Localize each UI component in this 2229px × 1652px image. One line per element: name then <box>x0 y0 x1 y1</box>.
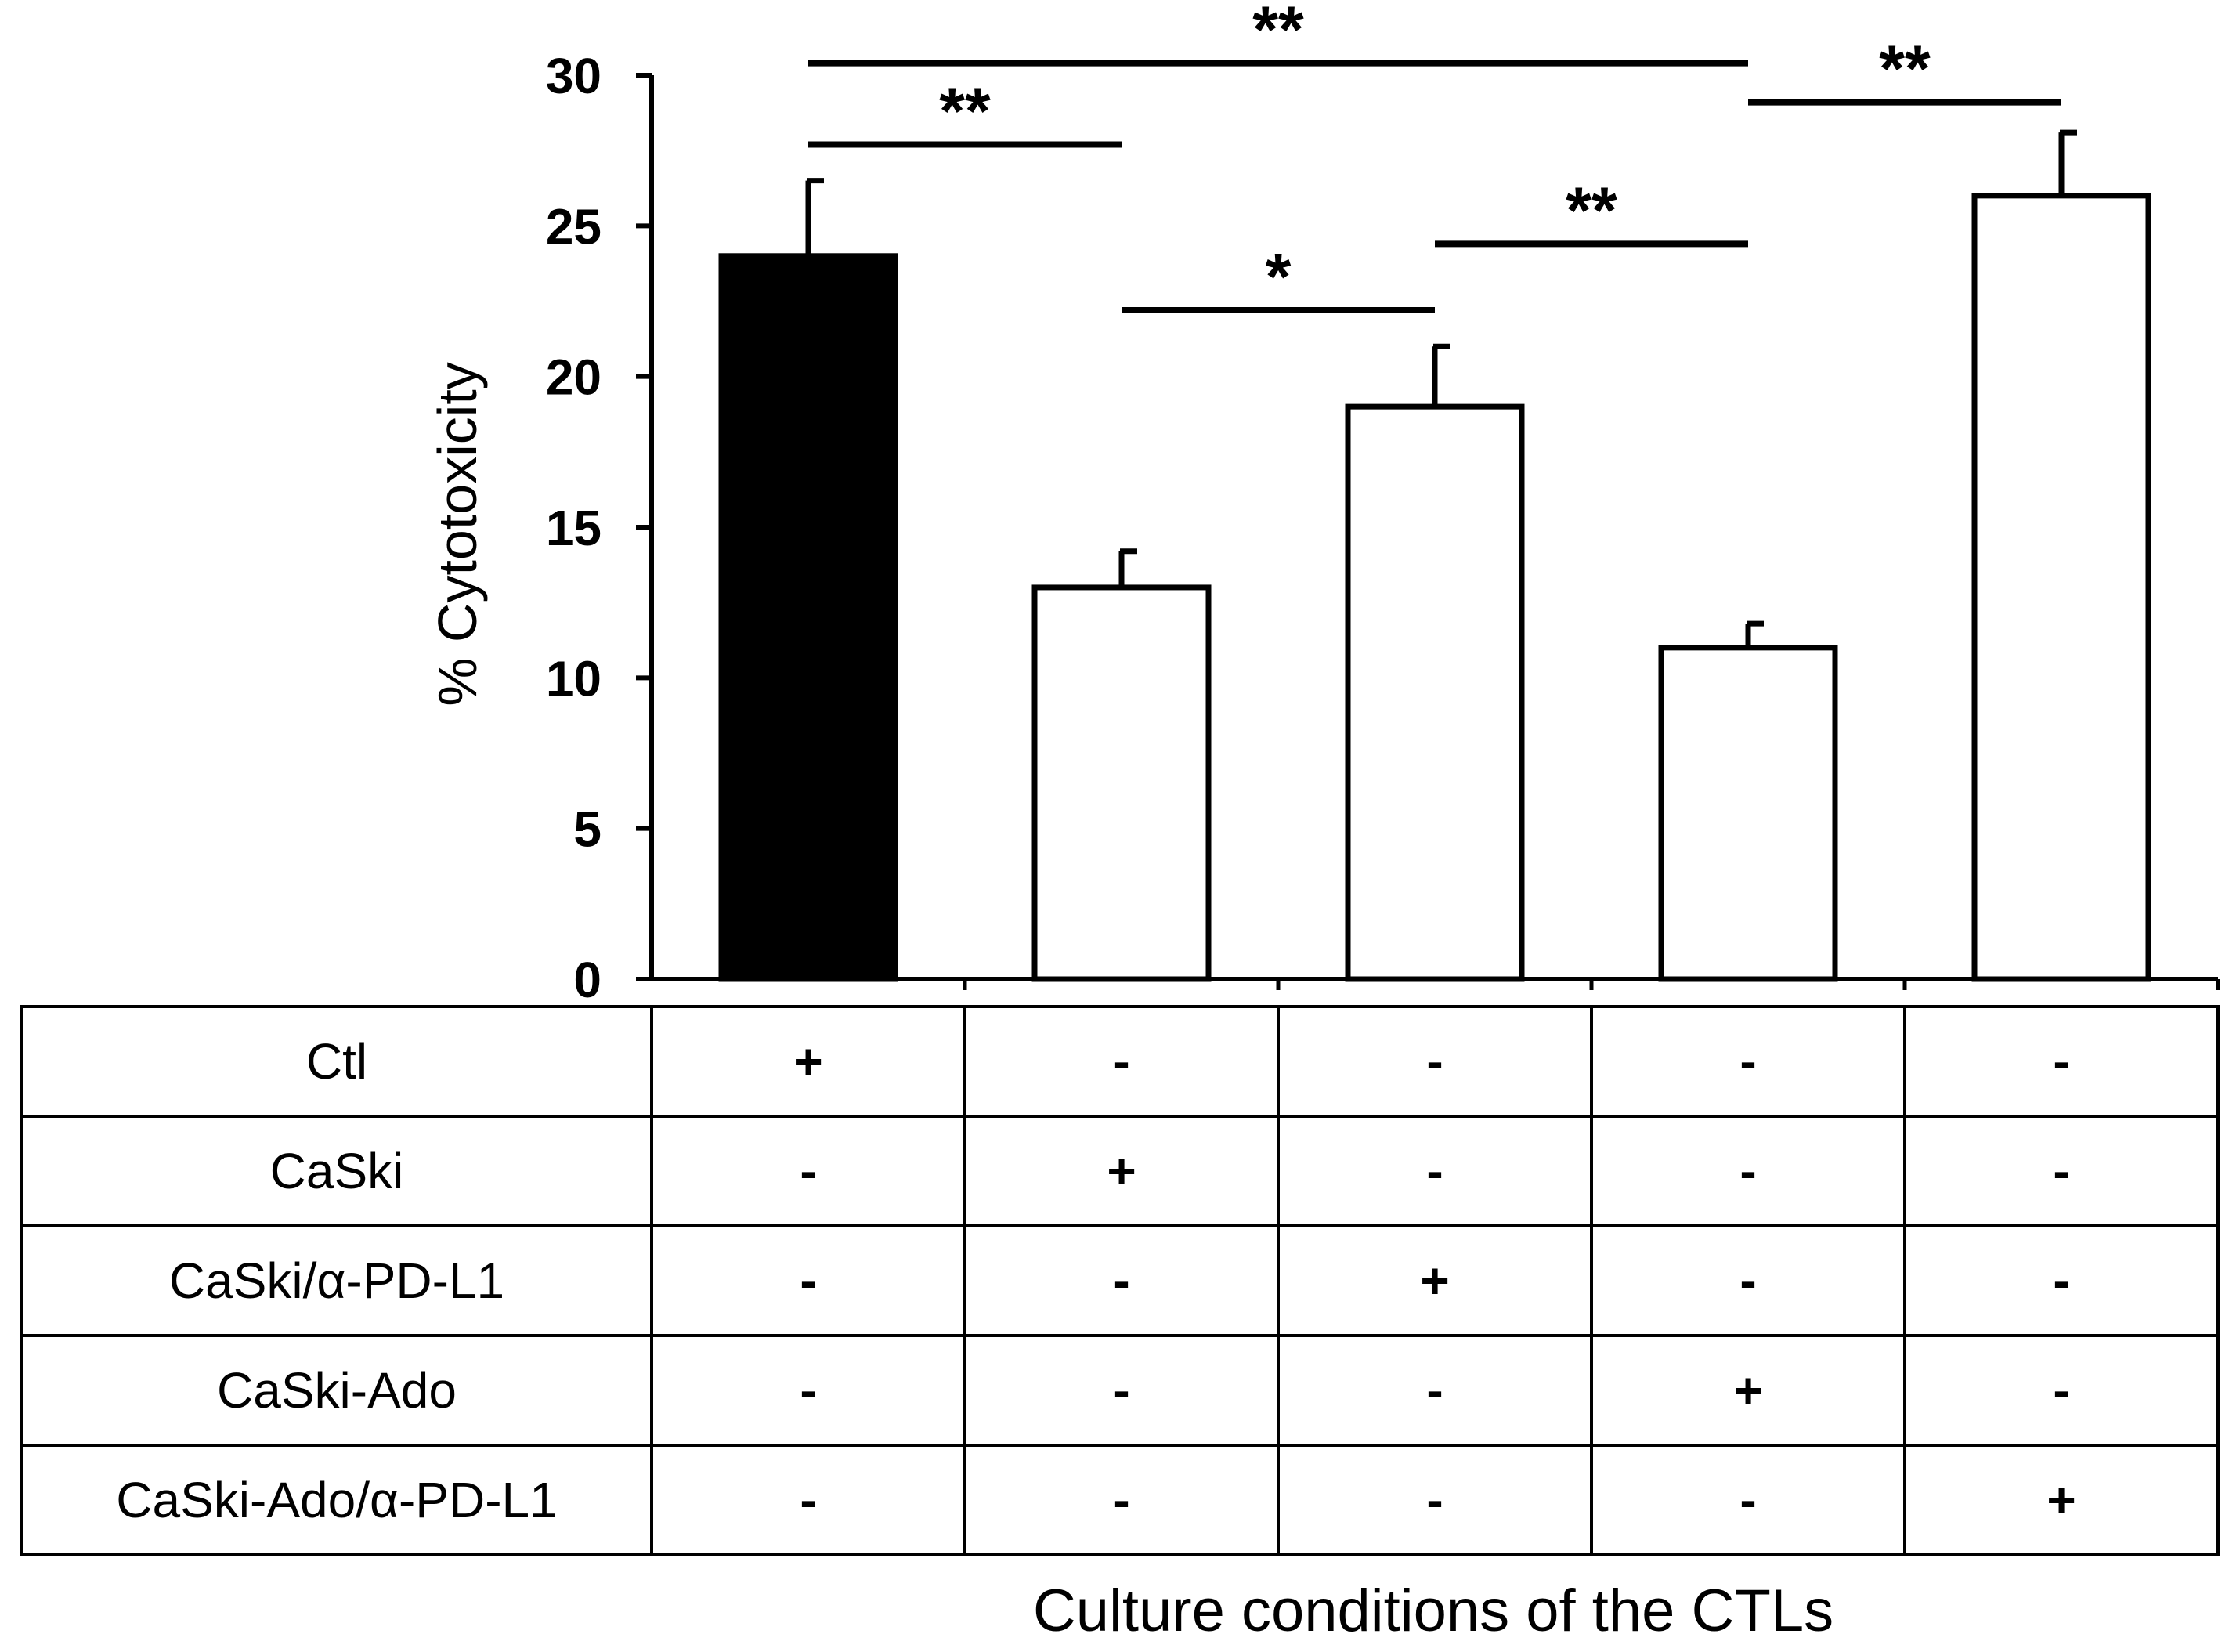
significance-label: ** <box>1566 173 1617 247</box>
bar <box>718 253 898 982</box>
table-cell-plus: + <box>2047 1472 2075 1528</box>
significance-label: ** <box>1879 32 1931 106</box>
table-row-label: Ctl <box>306 1033 367 1090</box>
significance-label: ** <box>939 74 991 147</box>
table-cell-minus: - <box>800 1253 816 1309</box>
y-tick-label: 10 <box>546 650 602 707</box>
table-cell-plus: + <box>1107 1143 1136 1199</box>
table-row-label: CaSki <box>270 1143 404 1199</box>
table-cell-minus: - <box>1426 1033 1443 1090</box>
table-cell-minus: - <box>2053 1362 2069 1419</box>
table-cell-minus: - <box>1739 1143 1756 1199</box>
y-tick-label: 30 <box>546 48 602 104</box>
significance-label: * <box>1266 240 1292 313</box>
table-cell-minus: - <box>1113 1033 1129 1090</box>
bars <box>718 129 2151 982</box>
table-cell-minus: - <box>2053 1143 2069 1199</box>
table-cell-minus: - <box>1426 1472 1443 1528</box>
table-cell-plus: + <box>1420 1253 1449 1309</box>
conditions-table: Ctl + - - - - CaSki - + - - - CaSki/α-PD-L1 - - + - - CaSk… <box>20 1005 2220 1556</box>
bar <box>1345 403 1525 982</box>
bar <box>1658 645 1838 982</box>
table-cell-minus: - <box>1113 1472 1129 1528</box>
bar <box>1971 193 2151 982</box>
table-border <box>20 1005 2220 1556</box>
y-tick-label: 5 <box>573 801 602 858</box>
table-cell-minus: - <box>1739 1033 1756 1090</box>
table-cell-minus: - <box>1426 1362 1443 1419</box>
table-cell-minus: - <box>2053 1253 2069 1309</box>
table-cell-minus: - <box>800 1362 816 1419</box>
table-row-label: CaSki/α-PD-L1 <box>169 1253 504 1309</box>
table-cell-minus: - <box>1739 1253 1756 1309</box>
table-cell-minus: - <box>800 1472 816 1528</box>
y-axis-label: % Cytotoxicity <box>427 362 488 707</box>
y-tick-label: 20 <box>546 349 602 406</box>
table-cell-minus: - <box>2053 1033 2069 1090</box>
significance-brackets: ********* <box>808 0 2061 314</box>
table-cell-plus: + <box>793 1033 822 1090</box>
table-cell-plus: + <box>1733 1362 1762 1419</box>
bar <box>1031 584 1212 982</box>
y-tick-label: 0 <box>573 952 602 1008</box>
x-axis-label: Culture conditions of the CTLs <box>1033 1578 1833 1644</box>
table-cell-minus: - <box>1739 1472 1756 1528</box>
table-row-label: CaSki-Ado <box>217 1362 457 1419</box>
significance-label: ** <box>1252 0 1304 67</box>
y-tick-label: 15 <box>546 500 602 556</box>
table-cell-minus: - <box>800 1143 816 1199</box>
table-cell-minus: - <box>1113 1362 1129 1419</box>
y-tick-label: 25 <box>546 198 602 255</box>
table-cell-minus: - <box>1426 1143 1443 1199</box>
table-row-label: CaSki-Ado/α-PD-L1 <box>116 1472 557 1528</box>
table-cell-minus: - <box>1113 1253 1129 1309</box>
